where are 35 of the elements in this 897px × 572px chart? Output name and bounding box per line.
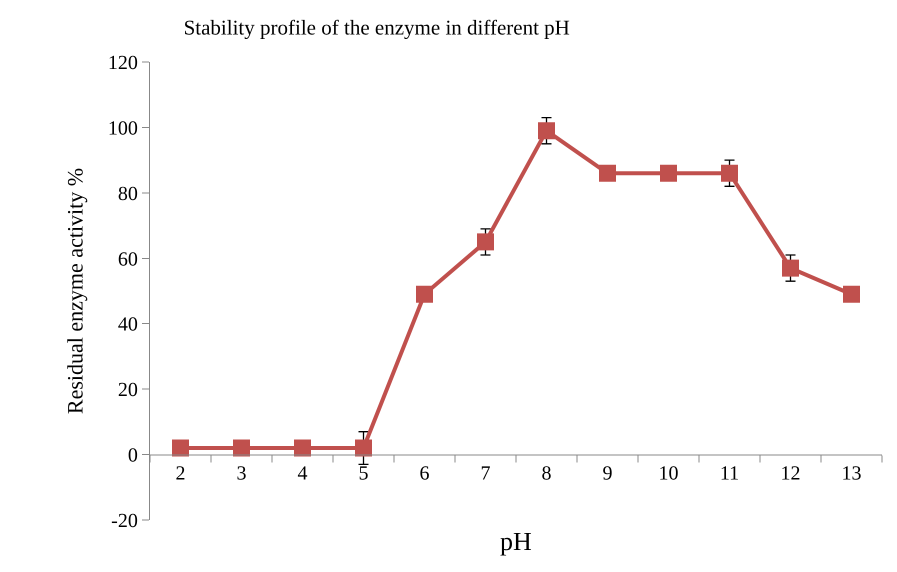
point bbox=[477, 233, 494, 250]
chart-title: Stability profile of the enzyme in different pH bbox=[184, 16, 570, 40]
y-tick-label: 120 bbox=[108, 52, 138, 74]
x-tick-label: 9 bbox=[602, 462, 612, 485]
y-tick-label: -20 bbox=[111, 510, 138, 532]
point bbox=[782, 260, 799, 277]
point bbox=[294, 440, 311, 457]
y-tick-label: 60 bbox=[118, 248, 138, 270]
y-tick-label: 80 bbox=[118, 182, 138, 205]
x-axis-title: pH bbox=[500, 527, 532, 556]
x-tick-label: 4 bbox=[298, 462, 308, 485]
x-tick-label: 6 bbox=[420, 462, 430, 485]
y-axis-title: Residual enzyme activity % bbox=[62, 168, 88, 414]
x-tick-label: 2 bbox=[176, 462, 186, 485]
x-tick-label: 10 bbox=[658, 462, 678, 485]
x-tick-label: 5 bbox=[358, 462, 368, 485]
point bbox=[233, 440, 250, 457]
point bbox=[538, 122, 555, 140]
y-tick-label: 20 bbox=[118, 379, 138, 402]
x-tick-label: 8 bbox=[542, 462, 552, 485]
point bbox=[599, 164, 616, 182]
x-tick-label: 12 bbox=[780, 462, 800, 485]
point bbox=[416, 286, 433, 303]
y-tick-label: 0 bbox=[128, 444, 138, 467]
point bbox=[721, 164, 738, 182]
x-tick-label: 13 bbox=[842, 462, 862, 485]
y-tick-label: 40 bbox=[118, 314, 138, 336]
point bbox=[660, 164, 677, 182]
x-tick-label: 7 bbox=[480, 462, 490, 485]
point bbox=[355, 440, 372, 457]
point bbox=[843, 286, 860, 303]
y-tick-label: 100 bbox=[108, 117, 138, 140]
x-tick-label: 3 bbox=[236, 462, 246, 485]
point bbox=[172, 440, 189, 457]
x-tick-label: 11 bbox=[720, 462, 740, 485]
